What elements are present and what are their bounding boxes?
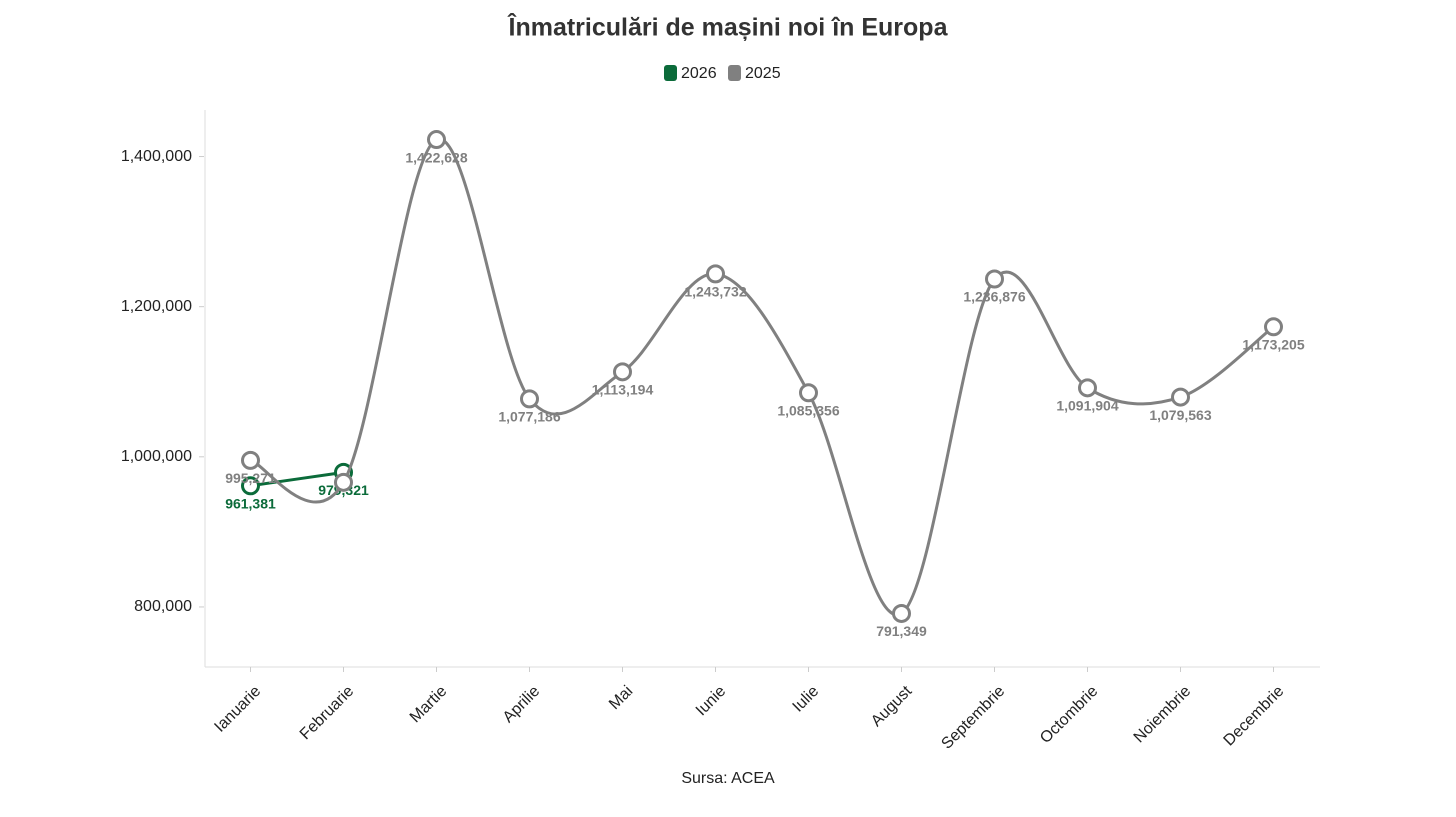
point: [706, 264, 725, 284]
data-label: 1,113,194: [592, 382, 654, 398]
source: Sursa: ACEA: [681, 770, 775, 787]
x-tick-label: August: [868, 682, 916, 730]
data-label: 1,077,186: [498, 409, 560, 425]
data-label: 995,271: [225, 470, 276, 486]
legend-swatch: [728, 65, 741, 81]
point: [1078, 378, 1097, 398]
x-tick-label: Iulie: [790, 683, 823, 716]
data-label: 1,243,732: [684, 284, 746, 300]
data-label: 961,381: [225, 496, 276, 512]
data-label: 1,422,628: [405, 149, 467, 165]
y-tick-label: 1,400,000: [121, 148, 192, 165]
data-label: 1,091,904: [1056, 398, 1118, 414]
x-tick-label: Martie: [407, 683, 451, 727]
x-tick-label: Februarie: [297, 683, 358, 744]
point: [1171, 387, 1190, 407]
y-tick-label: 800,000: [134, 598, 192, 615]
x-tick-label: Noiembrie: [1131, 683, 1195, 747]
legend-label: 2025: [745, 65, 781, 82]
y-tick-label: 1,200,000: [121, 298, 192, 315]
point: [241, 476, 260, 496]
x-tick-label: Decembrie: [1221, 683, 1288, 750]
data-label: 1,085,356: [777, 402, 839, 418]
legend-label: 2026: [681, 65, 717, 82]
point: [241, 450, 260, 470]
data-label: 791,349: [876, 623, 927, 639]
x-tick-label: Mai: [606, 683, 636, 713]
point: [892, 603, 911, 623]
x-tick-label: Septembrie: [938, 683, 1008, 753]
series-line: [249, 137, 1275, 617]
x-tick-label: Aprilie: [500, 683, 544, 727]
legend-swatch: [664, 65, 677, 81]
point: [613, 362, 632, 382]
data-label: 1,079,563: [1149, 407, 1211, 423]
point: [520, 389, 539, 409]
point: [427, 130, 446, 150]
point: [799, 383, 818, 403]
data-label: 1,173,205: [1242, 336, 1304, 352]
point: [985, 269, 1004, 289]
y-tick-label: 1,000,000: [121, 448, 192, 465]
chart-title: Înmatriculări de mașini noi în Europa: [507, 12, 949, 42]
point: [1264, 317, 1283, 337]
x-tick-label: Ianuarie: [211, 683, 264, 736]
point: [334, 472, 353, 492]
data-label: 1,236,876: [963, 289, 1025, 305]
x-tick-label: Iunie: [693, 683, 730, 720]
x-tick-label: Octombrie: [1037, 683, 1101, 747]
